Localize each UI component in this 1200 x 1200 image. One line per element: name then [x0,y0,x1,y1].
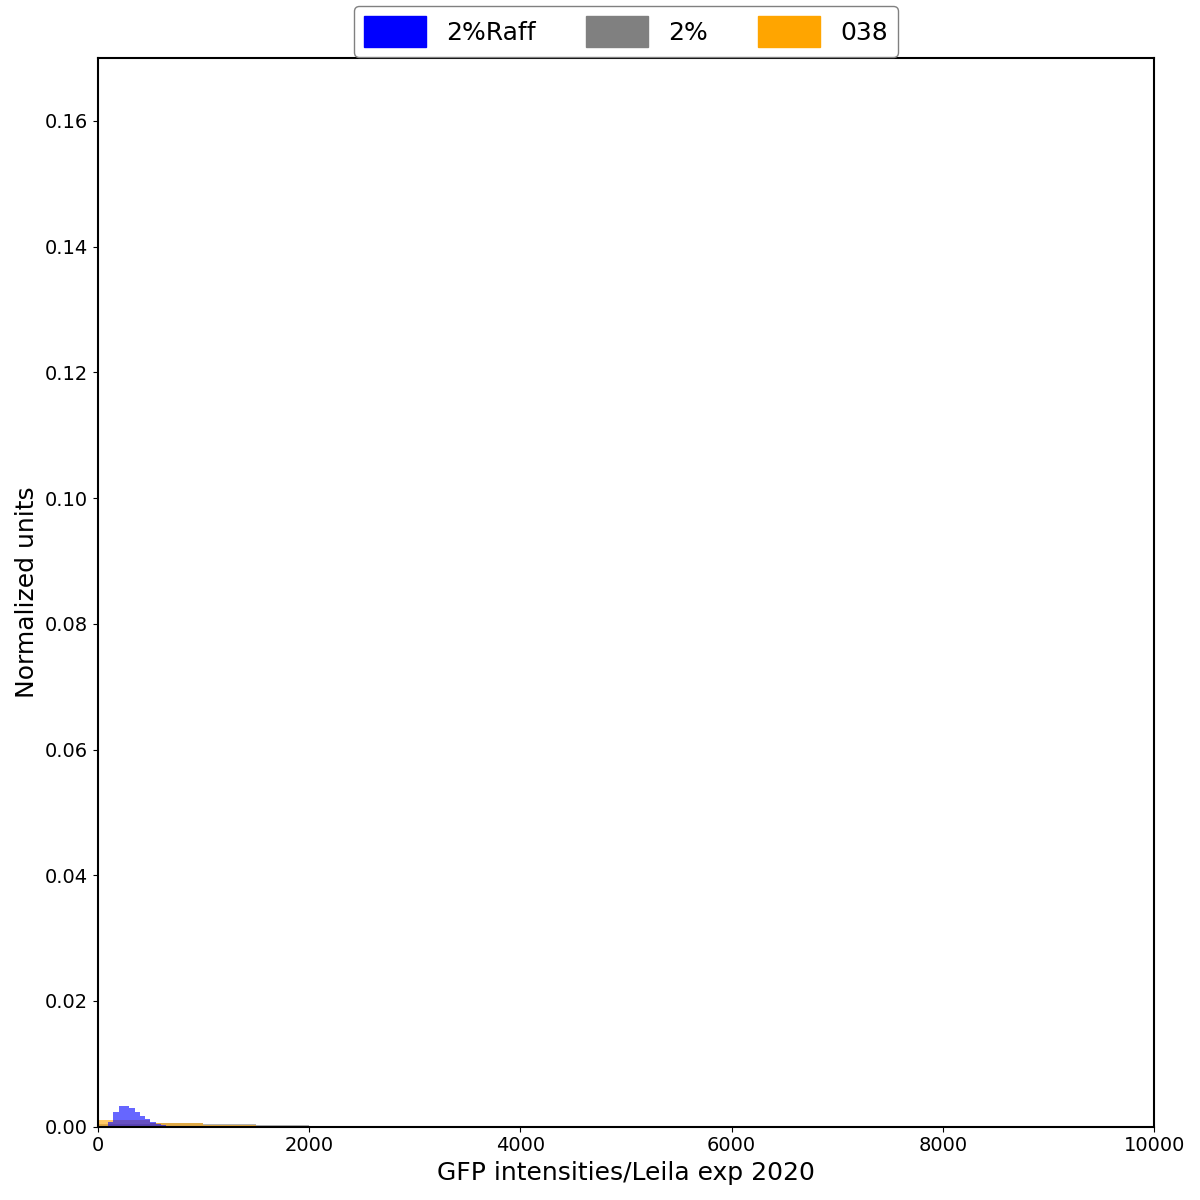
Bar [124,1105,130,1127]
Bar [108,1122,113,1127]
Bar [139,1116,145,1127]
Bar [130,1108,134,1127]
Bar [113,1112,119,1127]
Bar [150,1123,203,1127]
Bar [156,1123,161,1127]
Bar [203,1124,256,1127]
Bar [97,1121,150,1127]
Bar [97,1124,150,1127]
X-axis label: GFP intensities/Leila exp 2020: GFP intensities/Leila exp 2020 [437,1162,815,1184]
Legend: 2%Raff, 2%, 038: 2%Raff, 2%, 038 [354,6,899,56]
Bar [150,1122,203,1127]
Bar [203,1126,256,1127]
Bar [145,1120,150,1127]
Y-axis label: Normalized units: Normalized units [16,486,40,698]
Bar [134,1112,139,1127]
Bar [119,1105,124,1127]
Bar [161,1124,167,1127]
Bar [256,1126,308,1127]
Bar [150,1122,156,1127]
